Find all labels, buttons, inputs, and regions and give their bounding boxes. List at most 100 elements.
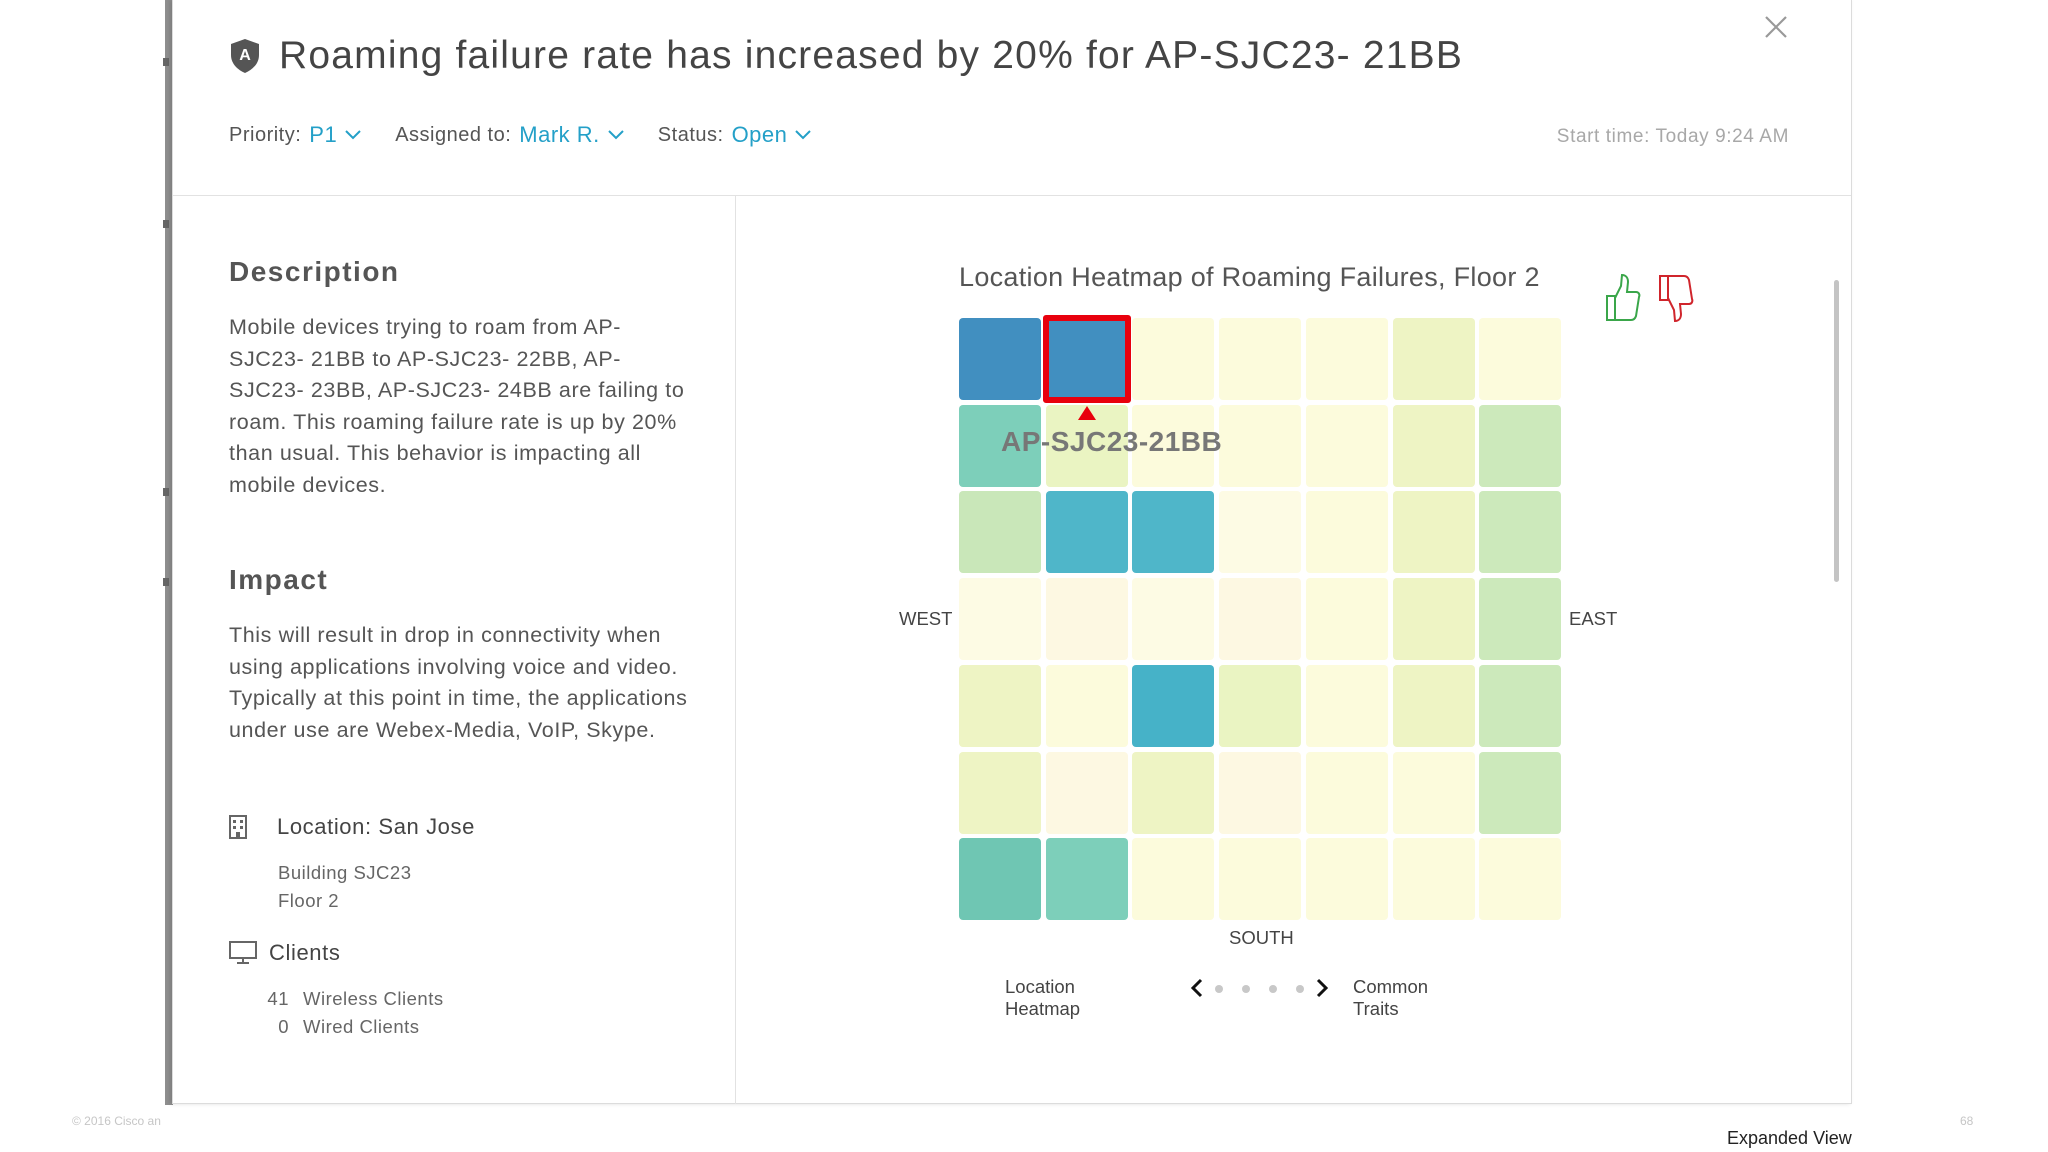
heatmap-cell[interactable] <box>959 838 1041 921</box>
heatmap-cell[interactable] <box>1392 318 1475 400</box>
heatmap-cell[interactable] <box>1045 491 1128 574</box>
heatmap-cell[interactable] <box>1132 318 1215 400</box>
heatmap-cell[interactable] <box>1392 404 1475 487</box>
chevron-down-icon <box>345 130 361 140</box>
heatmap-cell[interactable] <box>1479 318 1562 400</box>
pager-dot[interactable] <box>1296 985 1304 993</box>
selected-cell-pointer-icon <box>1077 406 1096 420</box>
heatmap-cell[interactable] <box>1479 404 1562 487</box>
location-row: Location: San Jose <box>229 814 475 840</box>
svg-text:A: A <box>239 47 251 64</box>
close-icon[interactable] <box>1761 12 1791 42</box>
south-label: SOUTH <box>1229 927 1294 948</box>
wireless-count: 41 <box>267 988 289 1009</box>
heatmap-cell[interactable] <box>1392 751 1475 834</box>
heatmap-cell[interactable] <box>1305 318 1388 400</box>
heatmap-cell[interactable] <box>1479 751 1562 834</box>
heatmap-cell[interactable] <box>1132 578 1215 661</box>
heatmap-cell[interactable] <box>1392 578 1475 661</box>
heatmap-cell[interactable] <box>1045 578 1128 661</box>
background-glyph <box>163 220 169 228</box>
scrollbar-thumb[interactable] <box>1834 280 1839 582</box>
heatmap-title: Location Heatmap of Roaming Failures, Fl… <box>959 262 1540 292</box>
wired-label: Wired Clients <box>303 1016 420 1037</box>
building-icon <box>229 815 247 839</box>
heatmap-cell[interactable] <box>1392 491 1475 574</box>
background-glyph <box>163 578 169 586</box>
wireless-label: Wireless Clients <box>303 988 444 1009</box>
heatmap-cell[interactable] <box>1479 491 1562 574</box>
assigned-label: Assigned to: <box>395 123 512 146</box>
thumbs-down-icon[interactable] <box>1656 272 1694 324</box>
heatmap-cell[interactable] <box>1219 318 1302 400</box>
heatmap-cell[interactable] <box>959 664 1041 747</box>
background-glyph <box>163 58 169 66</box>
heatmap-cell[interactable] <box>1305 578 1388 661</box>
start-time: Start time: Today 9:24 AM <box>1556 126 1789 147</box>
heatmap-cell[interactable] <box>1392 664 1475 747</box>
background-window-edge <box>165 0 173 1105</box>
chevron-down-icon <box>795 130 812 140</box>
heatmap-cell[interactable] <box>1305 751 1388 834</box>
thumbs-up-icon[interactable] <box>1603 272 1641 324</box>
pager-dot[interactable] <box>1242 985 1250 993</box>
status-dropdown[interactable]: Open <box>732 122 812 148</box>
heatmap-cell[interactable] <box>1132 491 1215 574</box>
assignee-dropdown[interactable]: Mark R. <box>519 122 624 148</box>
wired-clients: 0 Wired Clients <box>259 1016 420 1038</box>
chevron-down-icon <box>608 130 624 140</box>
heatmap-cell[interactable] <box>1219 751 1302 834</box>
location-building: Building SJC23 <box>278 862 412 883</box>
heatmap-cell[interactable] <box>1305 664 1388 747</box>
background-glyph <box>163 488 169 496</box>
heatmap-cell[interactable] <box>1219 491 1302 574</box>
priority-value: P1 <box>309 122 338 147</box>
pager-dot[interactable] <box>1269 985 1277 993</box>
pager-left-label[interactable]: Location Heatmap <box>1005 976 1081 1019</box>
chevron-right-icon[interactable] <box>1315 978 1329 998</box>
monitor-icon <box>229 941 257 964</box>
ap-label: AP-SJC23-21BB <box>1001 426 1223 457</box>
heatmap-cell[interactable] <box>1045 318 1128 400</box>
pager-dot[interactable] <box>1215 985 1223 993</box>
heatmap-cell[interactable] <box>959 491 1041 574</box>
heatmap-cell[interactable] <box>1219 578 1302 661</box>
heatmap-cell[interactable] <box>1479 578 1562 661</box>
impact-heading: Impact <box>229 564 329 595</box>
heatmap-cell[interactable] <box>1305 838 1388 921</box>
priority-label: Priority: <box>229 123 302 146</box>
heatmap-cell[interactable] <box>1219 838 1302 921</box>
heatmap-cell[interactable] <box>1219 404 1302 487</box>
issue-title: Roaming failure rate has increased by 20… <box>279 34 1464 77</box>
status-label: Status: <box>657 123 724 146</box>
clients-row: Clients <box>229 940 340 966</box>
heatmap-cell[interactable] <box>1479 664 1562 747</box>
shield-alert-icon: A <box>231 39 259 73</box>
modal-header: A Roaming failure rate has increased by … <box>173 0 1851 196</box>
expanded-view-label: Expanded View <box>1727 1128 1852 1148</box>
heatmap-cell[interactable] <box>959 751 1041 834</box>
pager-right-label[interactable]: Common Traits <box>1353 976 1429 1019</box>
heatmap-cell[interactable] <box>1392 838 1475 921</box>
heatmap-cell[interactable] <box>1132 838 1215 921</box>
heatmap-cell[interactable] <box>1045 751 1128 834</box>
footer-copyright: © 2016 Cisco an <box>72 1114 161 1128</box>
heatmap-cell[interactable] <box>1045 664 1128 747</box>
chevron-left-icon[interactable] <box>1190 978 1204 998</box>
heatmap-cell[interactable] <box>959 318 1041 400</box>
heatmap-cell[interactable] <box>1479 838 1562 921</box>
assignee-value: Mark R. <box>519 122 600 147</box>
heatmap-cell[interactable] <box>959 578 1041 661</box>
heatmap-cell[interactable] <box>1132 751 1215 834</box>
impact-text: This will result in drop in connectivity… <box>229 623 688 742</box>
heatmap-cell[interactable] <box>1132 664 1215 747</box>
heatmap-cell[interactable] <box>959 404 1041 487</box>
heatmap-cell[interactable] <box>1219 664 1302 747</box>
heatmap-cell[interactable] <box>1305 491 1388 574</box>
heatmap-cell[interactable] <box>1305 404 1388 487</box>
heatmap-cell[interactable] <box>1045 838 1128 921</box>
priority-dropdown[interactable]: P1 <box>309 122 361 148</box>
footer-page-number: 68 <box>1960 1114 1974 1128</box>
heatmap-cell[interactable] <box>1132 404 1215 487</box>
